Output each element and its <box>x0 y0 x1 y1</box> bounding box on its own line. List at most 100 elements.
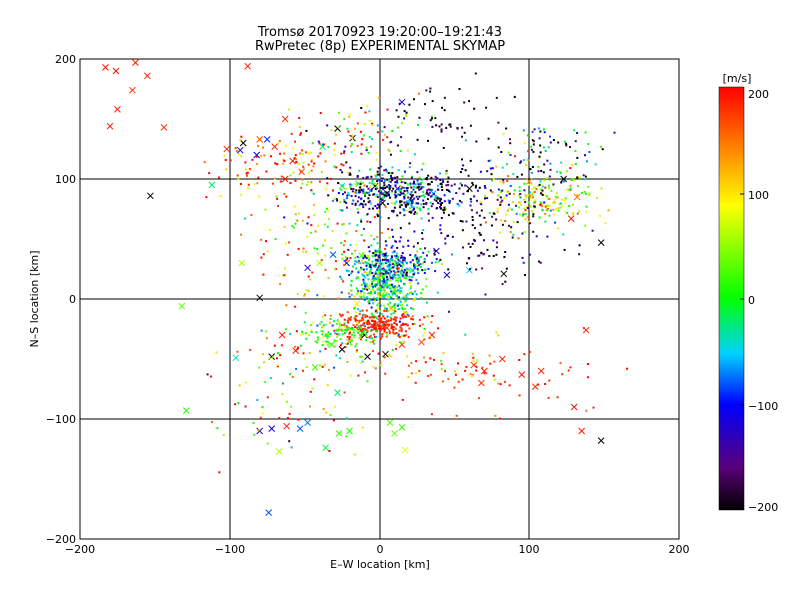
data-point-dot <box>458 204 461 207</box>
data-point-dot <box>400 287 403 290</box>
data-point-dot <box>461 126 464 129</box>
data-point-dot <box>367 297 370 300</box>
data-point-dot <box>539 144 542 147</box>
data-point-dot <box>553 201 556 204</box>
data-point-dot <box>384 253 387 256</box>
data-point-dot <box>289 332 292 335</box>
data-point-dot <box>397 115 400 118</box>
data-point-dot <box>335 166 338 169</box>
data-point-dot <box>409 197 412 200</box>
data-point-dot <box>539 151 542 154</box>
data-point-dot <box>353 317 356 320</box>
data-point-dot <box>455 192 458 194</box>
data-point-dot <box>538 137 541 140</box>
data-point-dot <box>410 176 413 179</box>
data-point-dot <box>382 254 385 257</box>
data-point-dot <box>533 206 536 209</box>
data-point-dot <box>280 344 283 347</box>
data-point-dot <box>258 366 261 369</box>
data-point-dot <box>368 300 370 303</box>
data-point-dot <box>391 263 394 266</box>
data-point-dot <box>444 370 446 373</box>
data-point-dot <box>406 324 409 327</box>
data-point-dot <box>421 237 424 240</box>
data-point-dot <box>399 291 402 294</box>
data-point-dot <box>280 175 283 178</box>
data-point-dot <box>381 274 384 277</box>
data-point-dot <box>300 344 302 347</box>
data-point-dot <box>429 335 432 338</box>
data-point-dot <box>376 196 379 198</box>
data-point-dot <box>302 352 305 355</box>
data-point-dot <box>469 246 472 248</box>
data-point-dot <box>409 193 412 196</box>
data-point-dot <box>410 372 413 375</box>
data-point-dot <box>319 350 322 353</box>
data-point-dot <box>393 309 395 312</box>
data-point-dot <box>374 270 377 273</box>
data-point-dot <box>304 357 306 360</box>
data-point-dot <box>357 308 360 311</box>
data-point-dot <box>363 184 366 187</box>
data-point-dot <box>396 214 399 217</box>
data-point-dot <box>289 182 292 184</box>
data-point-dot <box>305 151 308 154</box>
data-point-dot <box>419 256 422 258</box>
data-point-dot <box>361 360 364 363</box>
data-point-dot <box>384 283 387 286</box>
data-point-dot <box>381 130 384 133</box>
data-point-dot <box>531 188 534 191</box>
data-point-dot <box>357 211 360 214</box>
data-point-dot <box>372 264 375 267</box>
data-point-dot <box>532 140 535 143</box>
data-point-dot <box>407 239 410 242</box>
data-point-dot <box>373 339 375 342</box>
data-point-dot <box>352 331 355 334</box>
data-point-dot <box>378 206 381 209</box>
data-point-dot <box>461 220 464 223</box>
data-point-dot <box>316 341 318 344</box>
data-point-dot <box>425 192 428 195</box>
data-point-dot <box>366 274 369 277</box>
data-point-dot <box>413 265 415 268</box>
data-point-dot <box>341 342 344 345</box>
data-point-dot <box>560 202 562 205</box>
data-point-dot <box>509 138 511 141</box>
data-point-dot <box>398 284 401 287</box>
data-point-dot <box>341 314 344 317</box>
data-point-dot <box>436 177 439 180</box>
data-point-x-marker <box>268 425 276 432</box>
data-point-dot <box>376 242 379 245</box>
data-point-dot <box>378 262 381 265</box>
data-point-dot <box>346 127 349 130</box>
data-point-dot <box>484 293 487 296</box>
data-point-x-marker <box>322 444 329 452</box>
data-point-dot <box>520 203 523 206</box>
data-point-dot <box>512 201 515 204</box>
data-point-dot <box>265 170 268 173</box>
data-point-dot <box>394 297 397 300</box>
data-point-dot <box>266 250 269 253</box>
data-point-dot <box>365 264 368 267</box>
data-point-dot <box>378 173 381 176</box>
data-point-dot <box>544 186 547 189</box>
data-point-dot <box>368 271 371 274</box>
data-point-dot <box>556 170 559 173</box>
data-point-dot <box>349 173 352 176</box>
data-point-dot <box>395 200 398 203</box>
data-point-dot <box>426 315 429 318</box>
data-point-dot <box>385 332 388 335</box>
data-point-dot <box>373 320 376 323</box>
data-point-dot <box>391 277 394 280</box>
data-point-x-marker <box>102 64 109 71</box>
data-point-dot <box>565 142 568 145</box>
data-point-dot <box>521 232 524 235</box>
data-point-dot <box>355 350 358 353</box>
data-point-dot <box>502 133 505 136</box>
data-point-dot <box>356 349 358 352</box>
data-point-dot <box>362 257 365 260</box>
data-point-dot <box>310 331 313 333</box>
data-point-dot <box>389 285 391 288</box>
data-point-dot <box>383 288 386 291</box>
data-point-dot <box>327 209 330 212</box>
